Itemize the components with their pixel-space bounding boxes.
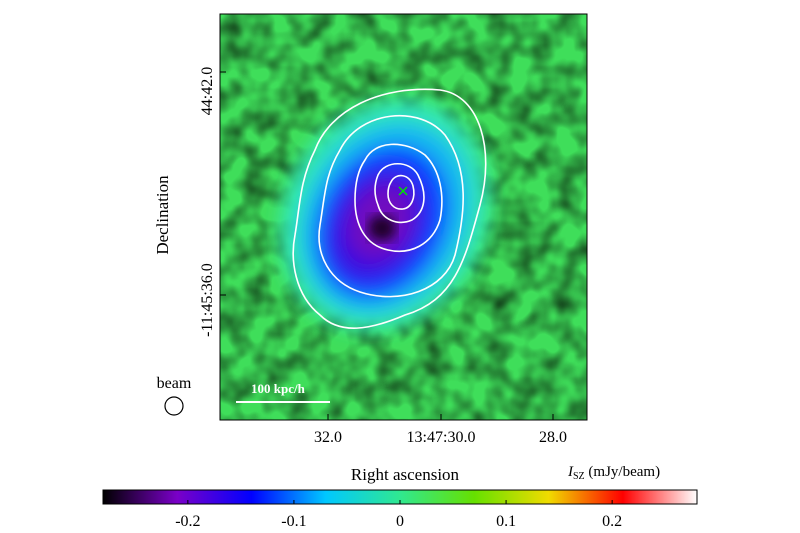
contour-3 xyxy=(354,143,443,252)
colorbar-tick-label: 0.1 xyxy=(496,513,516,530)
colorbar-tick-label: -0.1 xyxy=(281,513,306,530)
colorbar-title: ISZ (mJy/beam) xyxy=(567,464,660,482)
contour-4 xyxy=(374,162,425,224)
scale-bar-label: 100 kpc/h xyxy=(251,381,306,396)
y-axis-title: Declination xyxy=(153,175,172,255)
beam-icon xyxy=(164,396,184,416)
colorbar-tick-label: 0 xyxy=(396,513,404,530)
map-frame xyxy=(219,13,588,421)
centroid-marker xyxy=(398,186,408,196)
contour-2 xyxy=(318,114,464,298)
x-tick-label: 28.0 xyxy=(539,429,567,446)
beam-label: beam xyxy=(157,375,192,392)
y-tick-label: -11:45:36.0 xyxy=(199,263,216,337)
colorbar: -0.2 -0.1 0 0.1 0.2 ISZ (mJy/beam) xyxy=(102,464,698,530)
y-tick-label: 44:42.0 xyxy=(199,67,216,115)
colorbar-tick-label: -0.2 xyxy=(175,513,200,530)
y-axis xyxy=(220,71,226,296)
sz-map: 100 kpc/h xyxy=(220,14,587,420)
x-tick-label: 13:47:30.0 xyxy=(407,429,476,446)
contour-lines xyxy=(292,88,487,329)
x-tick-label: 32.0 xyxy=(314,429,342,446)
x-axis xyxy=(327,414,554,420)
contour-5 xyxy=(387,174,415,210)
contour-1 xyxy=(292,88,487,329)
colorbar-tick-label: 0.2 xyxy=(602,513,622,530)
x-axis-title: Right ascension xyxy=(351,465,460,484)
colorbar-ticks: -0.2 -0.1 0 0.1 0.2 xyxy=(175,500,622,530)
